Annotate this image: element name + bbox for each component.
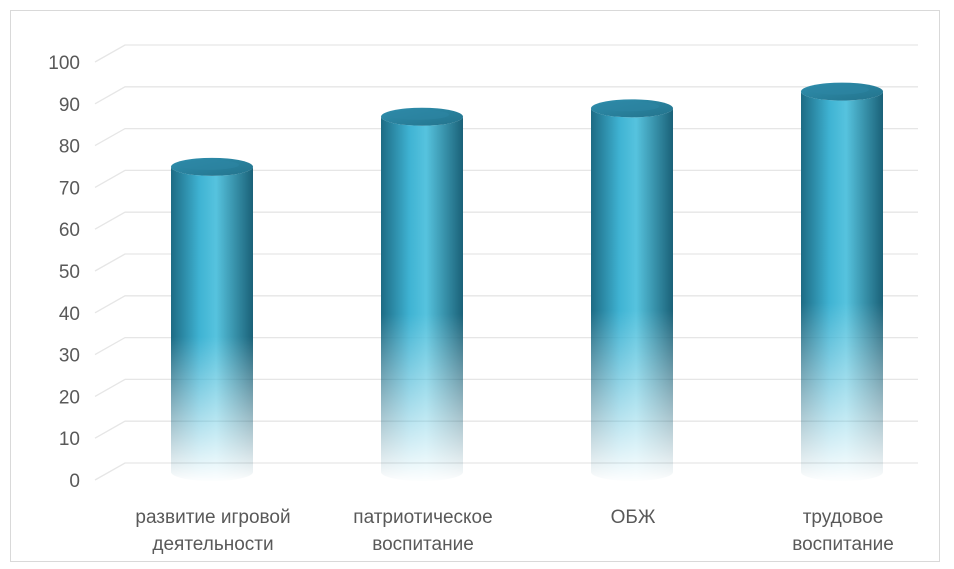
bar bbox=[171, 157, 253, 482]
bar-side bbox=[591, 108, 673, 481]
y-tick-label: 20 bbox=[59, 387, 80, 408]
gridline bbox=[94, 44, 918, 63]
x-axis: развитие игровой деятельности патриотическ… bbox=[135, 507, 893, 555]
gridline bbox=[94, 86, 918, 105]
y-tick-label: 50 bbox=[59, 262, 80, 283]
bar-side bbox=[381, 116, 463, 481]
y-tick-label: 60 bbox=[59, 220, 80, 241]
chart-frame bbox=[10, 10, 940, 562]
bar bbox=[591, 99, 673, 481]
y-tick-label: 40 bbox=[59, 304, 80, 325]
bars bbox=[171, 82, 883, 482]
bar bbox=[801, 82, 883, 482]
y-tick-label: 0 bbox=[69, 471, 80, 492]
bar bbox=[381, 107, 463, 481]
gridline bbox=[94, 127, 918, 147]
x-category-label: ОБЖ bbox=[611, 507, 656, 528]
x-category-label: развитие игровой деятельности bbox=[135, 507, 290, 555]
x-category-label: трудовое воспитание bbox=[792, 507, 894, 555]
y-tick-label: 70 bbox=[59, 178, 80, 199]
y-tick-label: 90 bbox=[59, 95, 80, 116]
y-tick-label: 30 bbox=[59, 346, 80, 367]
y-tick-label: 10 bbox=[59, 429, 80, 450]
bar-side bbox=[171, 166, 253, 482]
x-category-label: патриотическое воспитание bbox=[353, 507, 492, 555]
bar-side bbox=[801, 91, 883, 482]
y-tick-label: 80 bbox=[59, 137, 80, 158]
y-axis: 0 10 20 30 40 50 60 70 80 90 100 bbox=[48, 53, 80, 492]
y-tick-label: 100 bbox=[48, 53, 80, 74]
